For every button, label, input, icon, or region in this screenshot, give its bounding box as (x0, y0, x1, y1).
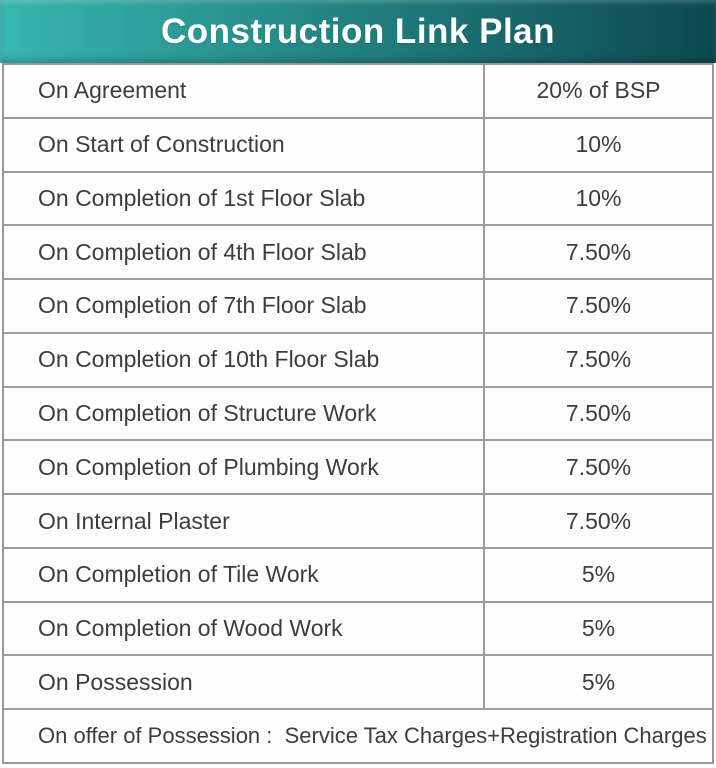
table-row: On Completion of 4th Floor Slab 7.50% (4, 226, 712, 281)
milestone-label: On Internal Plaster (38, 507, 230, 534)
milestone-value: 7.50% (483, 441, 712, 494)
milestone-label: On Agreement (38, 77, 187, 104)
payment-schedule-table: On Agreement 20% of BSP On Start of Cons… (2, 63, 714, 764)
milestone-value: 7.50% (483, 333, 712, 386)
table-row: On Possession 5% (4, 656, 712, 711)
milestone-label: On Completion of Plumbing Work (38, 453, 379, 480)
milestone-label: On Completion of Structure Work (38, 399, 377, 426)
page-title: Construction Link Plan (160, 11, 556, 51)
footer-note: On offer of Possession : Service Tax Cha… (38, 723, 707, 749)
milestone-label: On Completion of 10th Floor Slab (38, 346, 380, 373)
table-row: On Completion of Plumbing Work 7.50% (4, 441, 712, 496)
table-row: On Completion of 7th Floor Slab 7.50% (4, 280, 712, 334)
milestone-value: 5% (483, 656, 712, 709)
table-row: On Internal Plaster 7.50% (4, 495, 712, 549)
milestone-value: 7.50% (483, 387, 712, 440)
milestone-value: 5% (483, 548, 712, 601)
milestone-value: 10% (483, 172, 712, 225)
milestone-label: On Completion of 1st Floor Slab (38, 184, 366, 211)
milestone-value: 20% of BSP (483, 65, 712, 117)
milestone-value: 5% (483, 602, 712, 655)
table-row: On Completion of Wood Work 5% (4, 602, 712, 657)
milestone-label: On Start of Construction (38, 131, 285, 158)
header-bar: Construction Link Plan (0, 0, 716, 63)
milestone-label: On Completion of 4th Floor Slab (38, 238, 367, 265)
table-row: On Agreement 20% of BSP (4, 65, 712, 119)
table-footer-row: On offer of Possession : Service Tax Cha… (4, 710, 712, 762)
table-row: On Start of Construction 10% (4, 118, 712, 173)
table-row: On Completion of 10th Floor Slab 7.50% (4, 333, 712, 388)
milestone-label: On Possession (38, 668, 193, 695)
milestone-label: On Completion of Tile Work (38, 561, 319, 588)
table-row: On Completion of 1st Floor Slab 10% (4, 172, 712, 227)
milestone-value: 7.50% (483, 495, 712, 547)
milestone-value: 7.50% (483, 280, 712, 332)
milestone-label: On Completion of Wood Work (38, 615, 343, 642)
table-row: On Completion of Tile Work 5% (4, 548, 712, 603)
milestone-value: 10% (483, 118, 712, 171)
table-row: On Completion of Structure Work 7.50% (4, 387, 712, 442)
milestone-value: 7.50% (483, 226, 712, 279)
milestone-label: On Completion of 7th Floor Slab (38, 292, 367, 319)
